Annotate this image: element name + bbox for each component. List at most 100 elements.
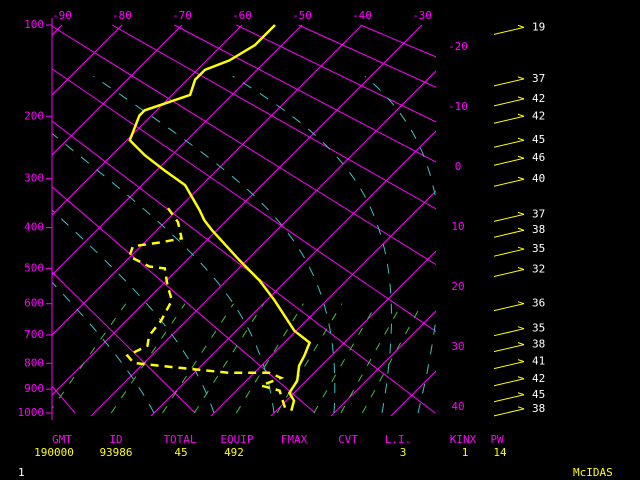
wind-barb-flag [517,326,525,330]
mixing-ratio-line [162,303,235,414]
wind-barb [493,26,525,35]
dry-adiabat [111,24,436,210]
footer-label: EQUIP [220,433,253,446]
profiles [125,24,312,412]
wind-speed-label: 45 [532,388,545,401]
isotherm [90,70,436,416]
grid [52,24,436,416]
skew-tick-label: -20 [448,40,468,53]
wind-speed-label: 38 [532,402,545,415]
wind-barb [493,394,525,403]
footer-value: 190000 [34,446,74,459]
y-tick-label: 600 [24,297,44,310]
y-tick-label: 900 [24,382,44,395]
moist-adiabat [52,132,275,414]
wind-barb-flag [517,342,525,346]
dry-adiabat [360,24,436,58]
y-tick-label: 500 [24,261,44,274]
footer-label: ID [109,433,122,446]
moist-adiabat [52,209,215,414]
wind-barb-flag [517,359,525,363]
status-left: 1 [18,466,25,479]
wind-barb [493,248,525,257]
dry-adiabat [298,24,436,88]
wind-speed-label: 42 [532,372,545,385]
isotherm [52,24,303,276]
wind-barb-flag [517,246,525,250]
wind-barb-flag [517,227,525,231]
moist-adiabat [52,281,155,414]
wind-speed-label: 36 [532,297,545,310]
wind-barb [493,98,525,107]
footer-label: GMT [52,433,72,446]
footer-label: PW [490,433,504,446]
isotherm [52,24,363,336]
status-right: McIDAS [573,466,613,479]
footer-label: L.I. [385,433,412,446]
y-tick-label: 300 [24,172,44,185]
wind-barb [493,378,525,387]
wind-speed-label: 35 [532,242,545,255]
mixing-ratio-line [276,303,343,414]
wind-speed-label: 40 [532,172,545,185]
mixing-ratio-line [193,303,265,414]
isotherm [390,370,436,416]
mixing-ratio-line [110,303,186,414]
wind-speed-label: 19 [532,20,545,33]
wind-barb [493,139,525,148]
x-tick-label: -70 [172,9,192,22]
footer-value: 492 [224,446,244,459]
wind-speed-label: 45 [532,133,545,146]
moist-adiabat [232,75,393,414]
footer-value: 1 [462,446,469,459]
wind-barb-flag [517,392,525,396]
mixing-ratio-line [52,303,127,410]
wind-barb [493,178,525,187]
isotherm [270,250,436,416]
wind-speed-label: 42 [532,109,545,122]
dry-adiabat [52,186,316,414]
y-tick-label: 100 [24,18,44,31]
wind-barb [493,115,525,124]
wind-barb-flag [517,96,525,100]
isotherm [150,130,436,416]
isotherm [330,310,436,416]
dry-adiabat [236,24,436,123]
footer-label: KINX [450,433,477,446]
y-tick-label: 200 [24,109,44,122]
wind-barb [493,157,525,166]
temperature-line [128,24,312,412]
footer-value: 93986 [99,446,132,459]
skew-tick-label: 40 [451,400,464,413]
x-tick-label: -30 [412,9,432,22]
wind-speed-label: 32 [532,262,545,275]
y-tick-label: 800 [24,356,44,369]
wind-barb [493,303,525,312]
footer-label: TOTAL [163,433,196,446]
wind-barb-flag [517,76,525,80]
wind-barb [493,328,525,337]
dry-adiabat [174,24,436,163]
wind-barb [493,361,525,370]
dry-adiabat [52,25,436,266]
skew-tick-label: 30 [451,340,464,353]
wind-barb [493,269,525,277]
wind-barb-flag [517,24,525,28]
wind-barb-flag [517,113,525,117]
wind-barb-flag [517,376,525,380]
wind-speed-label: 35 [532,322,545,335]
wind-barb [493,408,525,417]
wind-barb [493,78,525,87]
wind-barb-flag [517,301,525,305]
mixing-ratio-line [340,303,403,414]
y-tick-label: 400 [24,221,44,234]
wind-speed-label: 38 [532,223,545,236]
dewpoint-line [125,207,287,410]
skew-tick-label: 20 [451,280,464,293]
footer-label: CVT [338,433,358,446]
isotherm [52,24,243,216]
footer-value: 14 [493,446,507,459]
x-tick-label: -60 [232,9,252,22]
x-tick-label: -50 [292,9,312,22]
dry-adiabat [52,68,436,333]
